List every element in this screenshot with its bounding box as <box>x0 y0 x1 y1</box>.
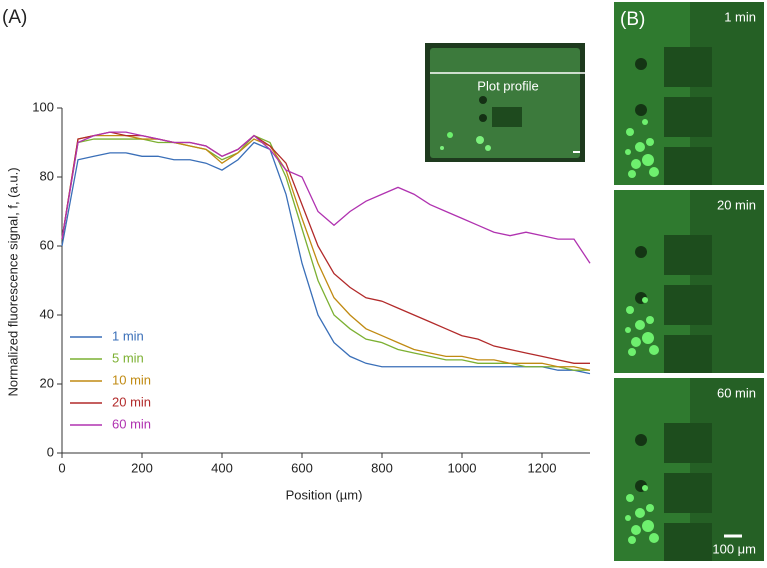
chamber <box>664 285 712 325</box>
cell <box>625 327 631 333</box>
series-line <box>61 134 591 371</box>
cell <box>631 159 641 169</box>
cell <box>631 525 641 535</box>
cell <box>649 167 659 177</box>
time-label: 20 min <box>717 197 756 212</box>
pillar <box>635 246 647 258</box>
cell <box>626 494 634 502</box>
chamber <box>664 423 712 463</box>
cell <box>646 504 654 512</box>
y-tick-label: 0 <box>47 444 54 459</box>
legend-label: 10 min <box>112 372 151 387</box>
legend-label: 20 min <box>112 394 151 409</box>
series-line <box>61 134 590 371</box>
x-axis-label: Position (µm) <box>286 487 363 502</box>
x-tick-label: 1200 <box>528 460 557 475</box>
cell <box>628 536 636 544</box>
y-tick-label: 60 <box>40 237 54 252</box>
panel-label: (A) <box>2 7 27 28</box>
inset-image <box>425 43 585 162</box>
series-line <box>61 141 591 375</box>
y-axis-label: Normalized fluorescence signal, f, (a.u.… <box>5 167 20 396</box>
chamber <box>664 97 712 137</box>
series-line <box>61 131 591 264</box>
cell <box>635 508 645 518</box>
cell <box>635 142 645 152</box>
micrograph <box>614 378 764 561</box>
chamber <box>664 473 712 513</box>
cell <box>642 520 654 532</box>
x-tick-label: 200 <box>131 460 153 475</box>
cell <box>625 515 631 521</box>
cell <box>642 332 654 344</box>
time-label: 60 min <box>717 385 756 400</box>
legend-label: 1 min <box>112 328 144 343</box>
pillar <box>635 434 647 446</box>
panel-b-label: (B) <box>620 9 645 30</box>
y-tick-label: 40 <box>40 306 54 321</box>
pillar <box>635 104 647 116</box>
cell <box>631 337 641 347</box>
y-tick-label: 80 <box>40 168 54 183</box>
cell <box>625 149 631 155</box>
y-tick-label: 20 <box>40 375 54 390</box>
legend-label: 5 min <box>112 350 144 365</box>
chamber <box>664 47 712 87</box>
cell <box>646 316 654 324</box>
cell <box>649 345 659 355</box>
cell <box>642 485 648 491</box>
cell <box>642 154 654 166</box>
cell <box>626 306 634 314</box>
chamber <box>664 335 712 373</box>
chamber <box>664 523 712 561</box>
y-tick-label: 100 <box>32 99 54 114</box>
micrograph <box>614 190 764 373</box>
cell <box>642 297 648 303</box>
cell <box>649 533 659 543</box>
time-label: 1 min <box>724 9 756 24</box>
cell <box>626 128 634 136</box>
micrograph <box>614 2 764 185</box>
x-tick-label: 0 <box>58 460 65 475</box>
chamber <box>664 147 712 185</box>
x-tick-label: 800 <box>371 460 393 475</box>
cell <box>635 320 645 330</box>
legend-label: 60 min <box>112 416 151 431</box>
cell <box>646 138 654 146</box>
x-tick-label: 1000 <box>448 460 477 475</box>
scale-bar-label: 100 μm <box>712 541 756 556</box>
inset-label: Plot profile <box>477 78 538 93</box>
cell <box>628 348 636 356</box>
cell <box>642 119 648 125</box>
x-tick-label: 400 <box>211 460 233 475</box>
pillar <box>635 58 647 70</box>
cell <box>628 170 636 178</box>
chamber <box>664 235 712 275</box>
x-tick-label: 600 <box>291 460 313 475</box>
